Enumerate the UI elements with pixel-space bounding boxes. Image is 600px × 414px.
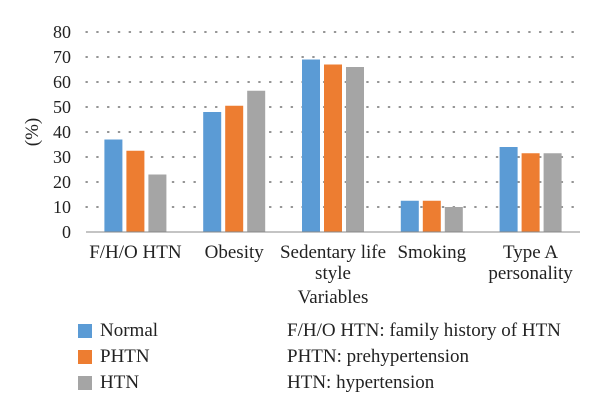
- note-htn: HTN: hypertension: [287, 372, 435, 393]
- x-tick-label: Sedentary life: [280, 242, 386, 263]
- bar-htn-5: [543, 153, 562, 232]
- legend: Normal PHTN HTN: [78, 318, 158, 396]
- note-fho-htn: F/H/O HTN: family history of HTN: [287, 320, 561, 341]
- x-tick-label: Type A: [503, 242, 558, 263]
- bar-htn-2: [247, 90, 266, 232]
- legend-swatch-normal: [78, 324, 92, 338]
- note-phtn: PHTN: prehypertension: [287, 346, 470, 367]
- bar-normal-3: [302, 59, 320, 232]
- abbreviation-notes: F/H/O HTN: family history of HTN PHTN: p…: [287, 318, 561, 396]
- y-tick-label: 70: [53, 47, 71, 67]
- y-tick-label: 0: [62, 222, 71, 242]
- legend-item-normal: Normal: [78, 318, 158, 344]
- y-tick-label: 20: [53, 172, 71, 192]
- y-tick-label: 60: [53, 72, 71, 92]
- x-tick-label: style: [315, 263, 351, 284]
- bar-chart: 0 10 20 30 40 50 60 70 80 F/H/O HTN Obesity Sedent…: [22, 22, 581, 308]
- bar-phtn-2: [225, 105, 244, 232]
- y-axis-label: (%): [22, 118, 43, 146]
- bar-htn-3: [346, 67, 364, 232]
- bar-normal-2: [203, 112, 222, 232]
- y-tick-label: 40: [53, 122, 71, 142]
- bar-phtn-1: [126, 150, 145, 232]
- y-tick-label: 80: [53, 22, 71, 42]
- bar-htn-1: [148, 174, 167, 232]
- gridlines: [85, 31, 581, 208]
- legend-item-htn: HTN: [78, 370, 158, 396]
- bar-normal-4: [400, 200, 419, 232]
- bars: [104, 59, 562, 232]
- x-tick-label: Smoking: [397, 242, 466, 263]
- legend-label-phtn: PHTN: [100, 346, 150, 367]
- bar-phtn-3: [324, 64, 342, 232]
- legend-item-phtn: PHTN: [78, 344, 158, 370]
- x-tick-label: personality: [488, 263, 573, 284]
- x-tick-label: F/H/O HTN: [89, 242, 182, 263]
- legend-label-htn: HTN: [100, 372, 140, 393]
- legend-swatch-phtn: [78, 350, 92, 364]
- x-tick-label: Obesity: [205, 242, 265, 263]
- bar-normal-1: [104, 139, 123, 232]
- bar-htn-4: [444, 207, 463, 232]
- bar-phtn-4: [422, 200, 441, 232]
- y-tick-label: 50: [53, 97, 71, 117]
- x-axis-label: Variables: [298, 287, 369, 308]
- y-tick-label: 30: [53, 147, 71, 167]
- legend-label-normal: Normal: [100, 320, 159, 341]
- y-tick-label: 10: [53, 197, 71, 217]
- bar-normal-5: [499, 147, 518, 232]
- bar-phtn-5: [521, 153, 540, 232]
- legend-swatch-htn: [78, 376, 92, 390]
- y-axis-ticks: 0 10 20 30 40 50 60 70 80: [53, 22, 71, 242]
